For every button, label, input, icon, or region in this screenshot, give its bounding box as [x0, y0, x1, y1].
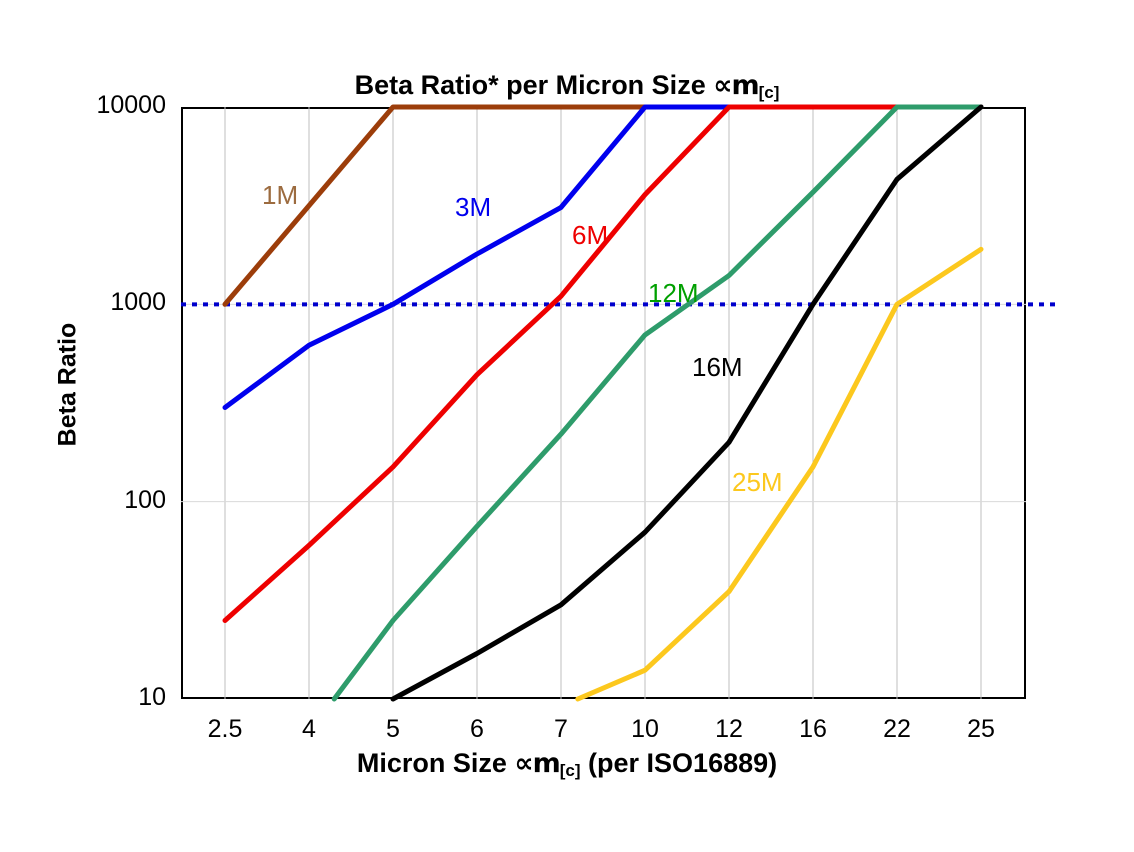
x-axis-title-pre: Micron Size — [356, 748, 515, 778]
chart-title-subscript: [c] — [758, 83, 780, 102]
x-axis-tick-label: 2.5 — [207, 715, 243, 743]
x-axis-tick-label: 12 — [715, 715, 743, 743]
y-axis-tick-label: 100 — [124, 485, 166, 514]
chart-title-symbol: ∝m — [713, 70, 759, 101]
x-axis-tick-label: 22 — [883, 715, 911, 743]
x-axis-title-symbol: ∝m — [514, 748, 560, 779]
x-axis-tick-label: 25 — [967, 715, 995, 743]
x-axis-tick-label: 5 — [386, 715, 400, 743]
x-axis-tick-label: 7 — [554, 715, 568, 743]
chart-title-text: Beta Ratio* per Micron Size — [354, 70, 714, 100]
y-axis-tick-label: 1000 — [110, 288, 166, 317]
x-axis-tick-label: 10 — [631, 715, 659, 743]
y-axis-tick-label: 10000 — [96, 91, 166, 119]
x-axis-title-subscript: [c] — [559, 761, 581, 780]
x-axis-tick-label: 16 — [799, 715, 827, 743]
series-label-25m: 25M — [732, 467, 783, 497]
x-axis-title-post: (per ISO16889) — [580, 748, 778, 778]
x-axis-tick-label: 4 — [302, 715, 316, 743]
y-axis-tick-label: 10 — [138, 683, 166, 711]
series-label-6m: 6M — [572, 220, 609, 250]
series-label-1m: 1M — [262, 180, 299, 210]
chart-title: Beta Ratio* per Micron Size ∝m[c] — [0, 70, 1134, 103]
series-label-12m: 12M — [648, 278, 699, 308]
x-axis-title: Micron Size ∝m[c] (per ISO16889) — [0, 748, 1134, 781]
series-label-3m: 3M — [455, 192, 492, 222]
x-axis-tick-label: 6 — [470, 715, 484, 743]
plot-area — [181, 107, 1026, 699]
series-label-16m: 16M — [692, 352, 743, 382]
